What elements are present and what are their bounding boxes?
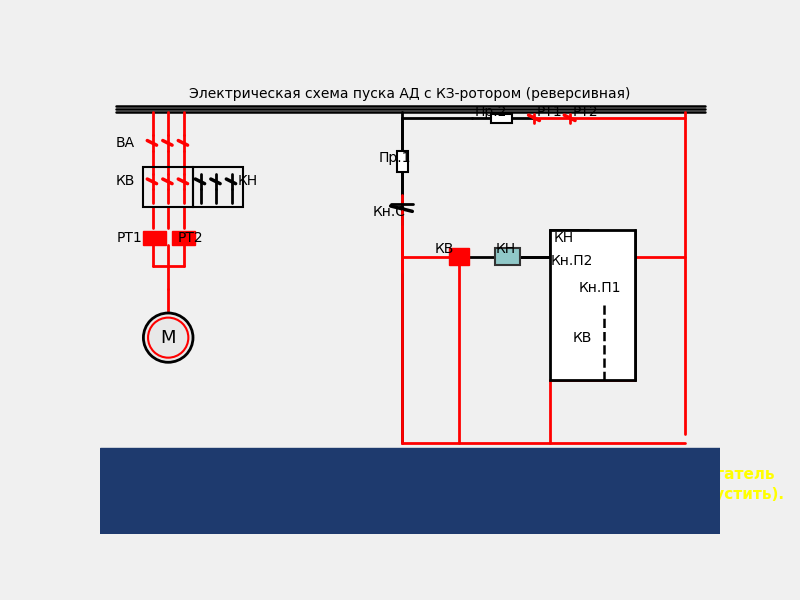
Bar	[495, 248, 520, 265]
Text: РТ2: РТ2	[573, 105, 598, 119]
Bar	[449, 248, 469, 265]
Text: Пр.2: Пр.2	[475, 105, 507, 119]
Bar	[550, 230, 634, 380]
Text: РТ1: РТ1	[537, 105, 563, 119]
Text: Все контакты КВ замкнулись ( замкнулись КВ в силовой цепи –двигатель: Все контакты КВ замкнулись ( замкнулись …	[114, 466, 774, 482]
Bar	[142, 167, 193, 207]
Text: КВ: КВ	[435, 242, 454, 256]
Text: Электрическая схема пуска АД с КЗ-ротором (реверсивная): Электрическая схема пуска АД с КЗ-роторо…	[190, 88, 630, 101]
Text: КН: КН	[554, 230, 574, 245]
Text: Пр.1: Пр.1	[379, 151, 411, 165]
Text: М: М	[161, 329, 176, 347]
Text: РТ2: РТ2	[178, 230, 203, 245]
Text: КВ: КВ	[572, 331, 592, 344]
Text: Кн.П1: Кн.П1	[579, 281, 622, 295]
Text: КВ: КВ	[115, 175, 135, 188]
Circle shape	[143, 313, 193, 362]
Text: ВА: ВА	[115, 136, 134, 150]
Text: Кн.П2: Кн.П2	[551, 254, 594, 268]
Bar	[397, 151, 408, 172]
Bar	[142, 232, 166, 245]
Bar	[491, 113, 511, 123]
Text: Кн.С: Кн.С	[373, 205, 406, 219]
Text: КН: КН	[495, 242, 515, 256]
Text: запустился, замкнулся блок-контакт КВ – кнопку «Пуск» можно отпустить).: запустился, замкнулся блок-контакт КВ – …	[114, 486, 784, 502]
Text: КН: КН	[238, 175, 258, 188]
Bar	[172, 232, 195, 245]
Bar	[193, 167, 243, 207]
Text: РТ1: РТ1	[117, 230, 143, 245]
Bar	[100, 448, 720, 534]
